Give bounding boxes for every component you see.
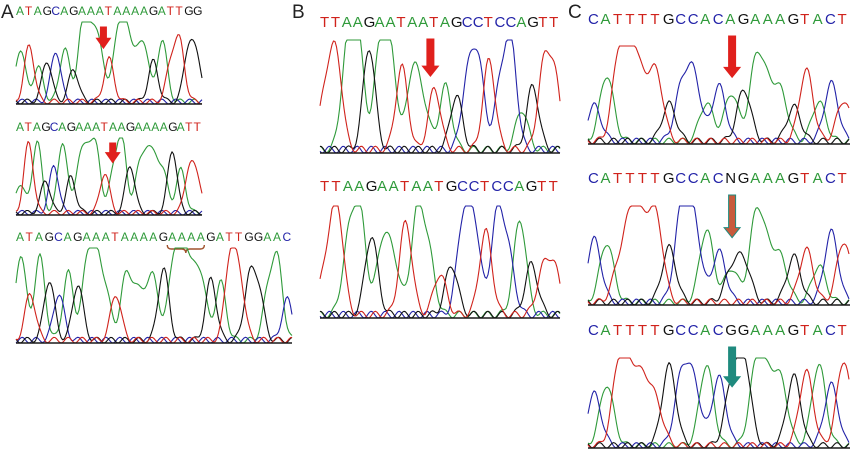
trace-a (15, 247, 293, 344)
sequence-text: ATAGCAGAAATAAAAGATTGG (16, 4, 203, 18)
trace-t (587, 205, 850, 306)
trace-c (15, 52, 203, 105)
trace-g (319, 237, 561, 319)
mutation-arrow-icon (723, 194, 742, 239)
chromatogram-panel-b-track-1: TTAAGAATAATAGCCTCCAGTT (319, 14, 561, 154)
trace-g (587, 243, 850, 306)
trace-g (587, 89, 850, 145)
panel-letter-a: A (1, 2, 14, 23)
trace-g (587, 357, 850, 449)
trace-t (319, 40, 561, 154)
chromatogram-panel-b-track-2: T T AAGAAT AAT GCCT CCAGT T (319, 178, 561, 319)
mutation-arrow-icon (723, 346, 742, 388)
sequence-text: CA T T T T GCCA CGGA A A GT A CT (588, 322, 847, 339)
repeat-bracket (166, 244, 206, 254)
trace-g (319, 50, 561, 154)
chromatogram-panel-c-track-3: CA T T T T GCCA CGGA A A GT A CT (587, 322, 850, 449)
panel-letter-b: B (292, 2, 305, 23)
sequence-text: ATAGCAGAAATAAGAAAAGATT (16, 120, 202, 134)
chromatogram-panel-a-track-2: ATAGCAGAAATAAGAAAAGATT (15, 120, 203, 216)
sequence-text: AT AGCAGAAAT AAAAGAAAAGAT T GGAAC (16, 230, 292, 244)
trace-t (587, 45, 850, 145)
trace-a (15, 21, 203, 105)
chromatogram-panel-a-track-1: ATAGCAGAAATAAAAGATTGG (15, 4, 203, 105)
chromatogram-panel-a-track-3: AT AGCAGAAAT AAAAGAAAAGAT T GGAAC (15, 230, 293, 344)
trace-a (319, 205, 561, 319)
trace-c (587, 205, 850, 306)
mutation-arrow-icon (95, 26, 112, 50)
mutation-arrow-icon (104, 142, 121, 164)
trace-g (15, 265, 293, 344)
chromatogram-panel-c-track-1: CA T T T T GCCA CA GA A A GT A CT (587, 11, 850, 145)
trace-t (587, 357, 850, 449)
sequence-text: TTAAGAATAATAGCCTCCAGTT (320, 14, 559, 31)
trace-c (587, 362, 850, 449)
sequence-text: CA T T T T GCCA CA GA A A GT A CT (588, 11, 847, 28)
mutation-arrow-icon (723, 35, 742, 79)
chromatogram-panel-c-track-2: CA T T T T GCCA CNGA A A GT A CT (587, 170, 850, 306)
sequence-text: CA T T T T GCCA CNGA A A GT A CT (588, 170, 847, 187)
trace-c (587, 61, 850, 145)
trace-t (319, 205, 561, 319)
trace-c (319, 39, 561, 154)
trace-g (15, 151, 203, 216)
panel-letter-c: C (568, 2, 582, 23)
trace-a (587, 51, 850, 145)
trace-a (587, 357, 850, 449)
trace-g (15, 38, 203, 105)
trace-c (319, 205, 561, 319)
trace-t (15, 247, 293, 344)
sequence-text: T T AAGAAT AAT GCCT CCAGT T (320, 178, 558, 195)
trace-a (15, 137, 203, 216)
mutation-arrow-icon (421, 38, 440, 77)
